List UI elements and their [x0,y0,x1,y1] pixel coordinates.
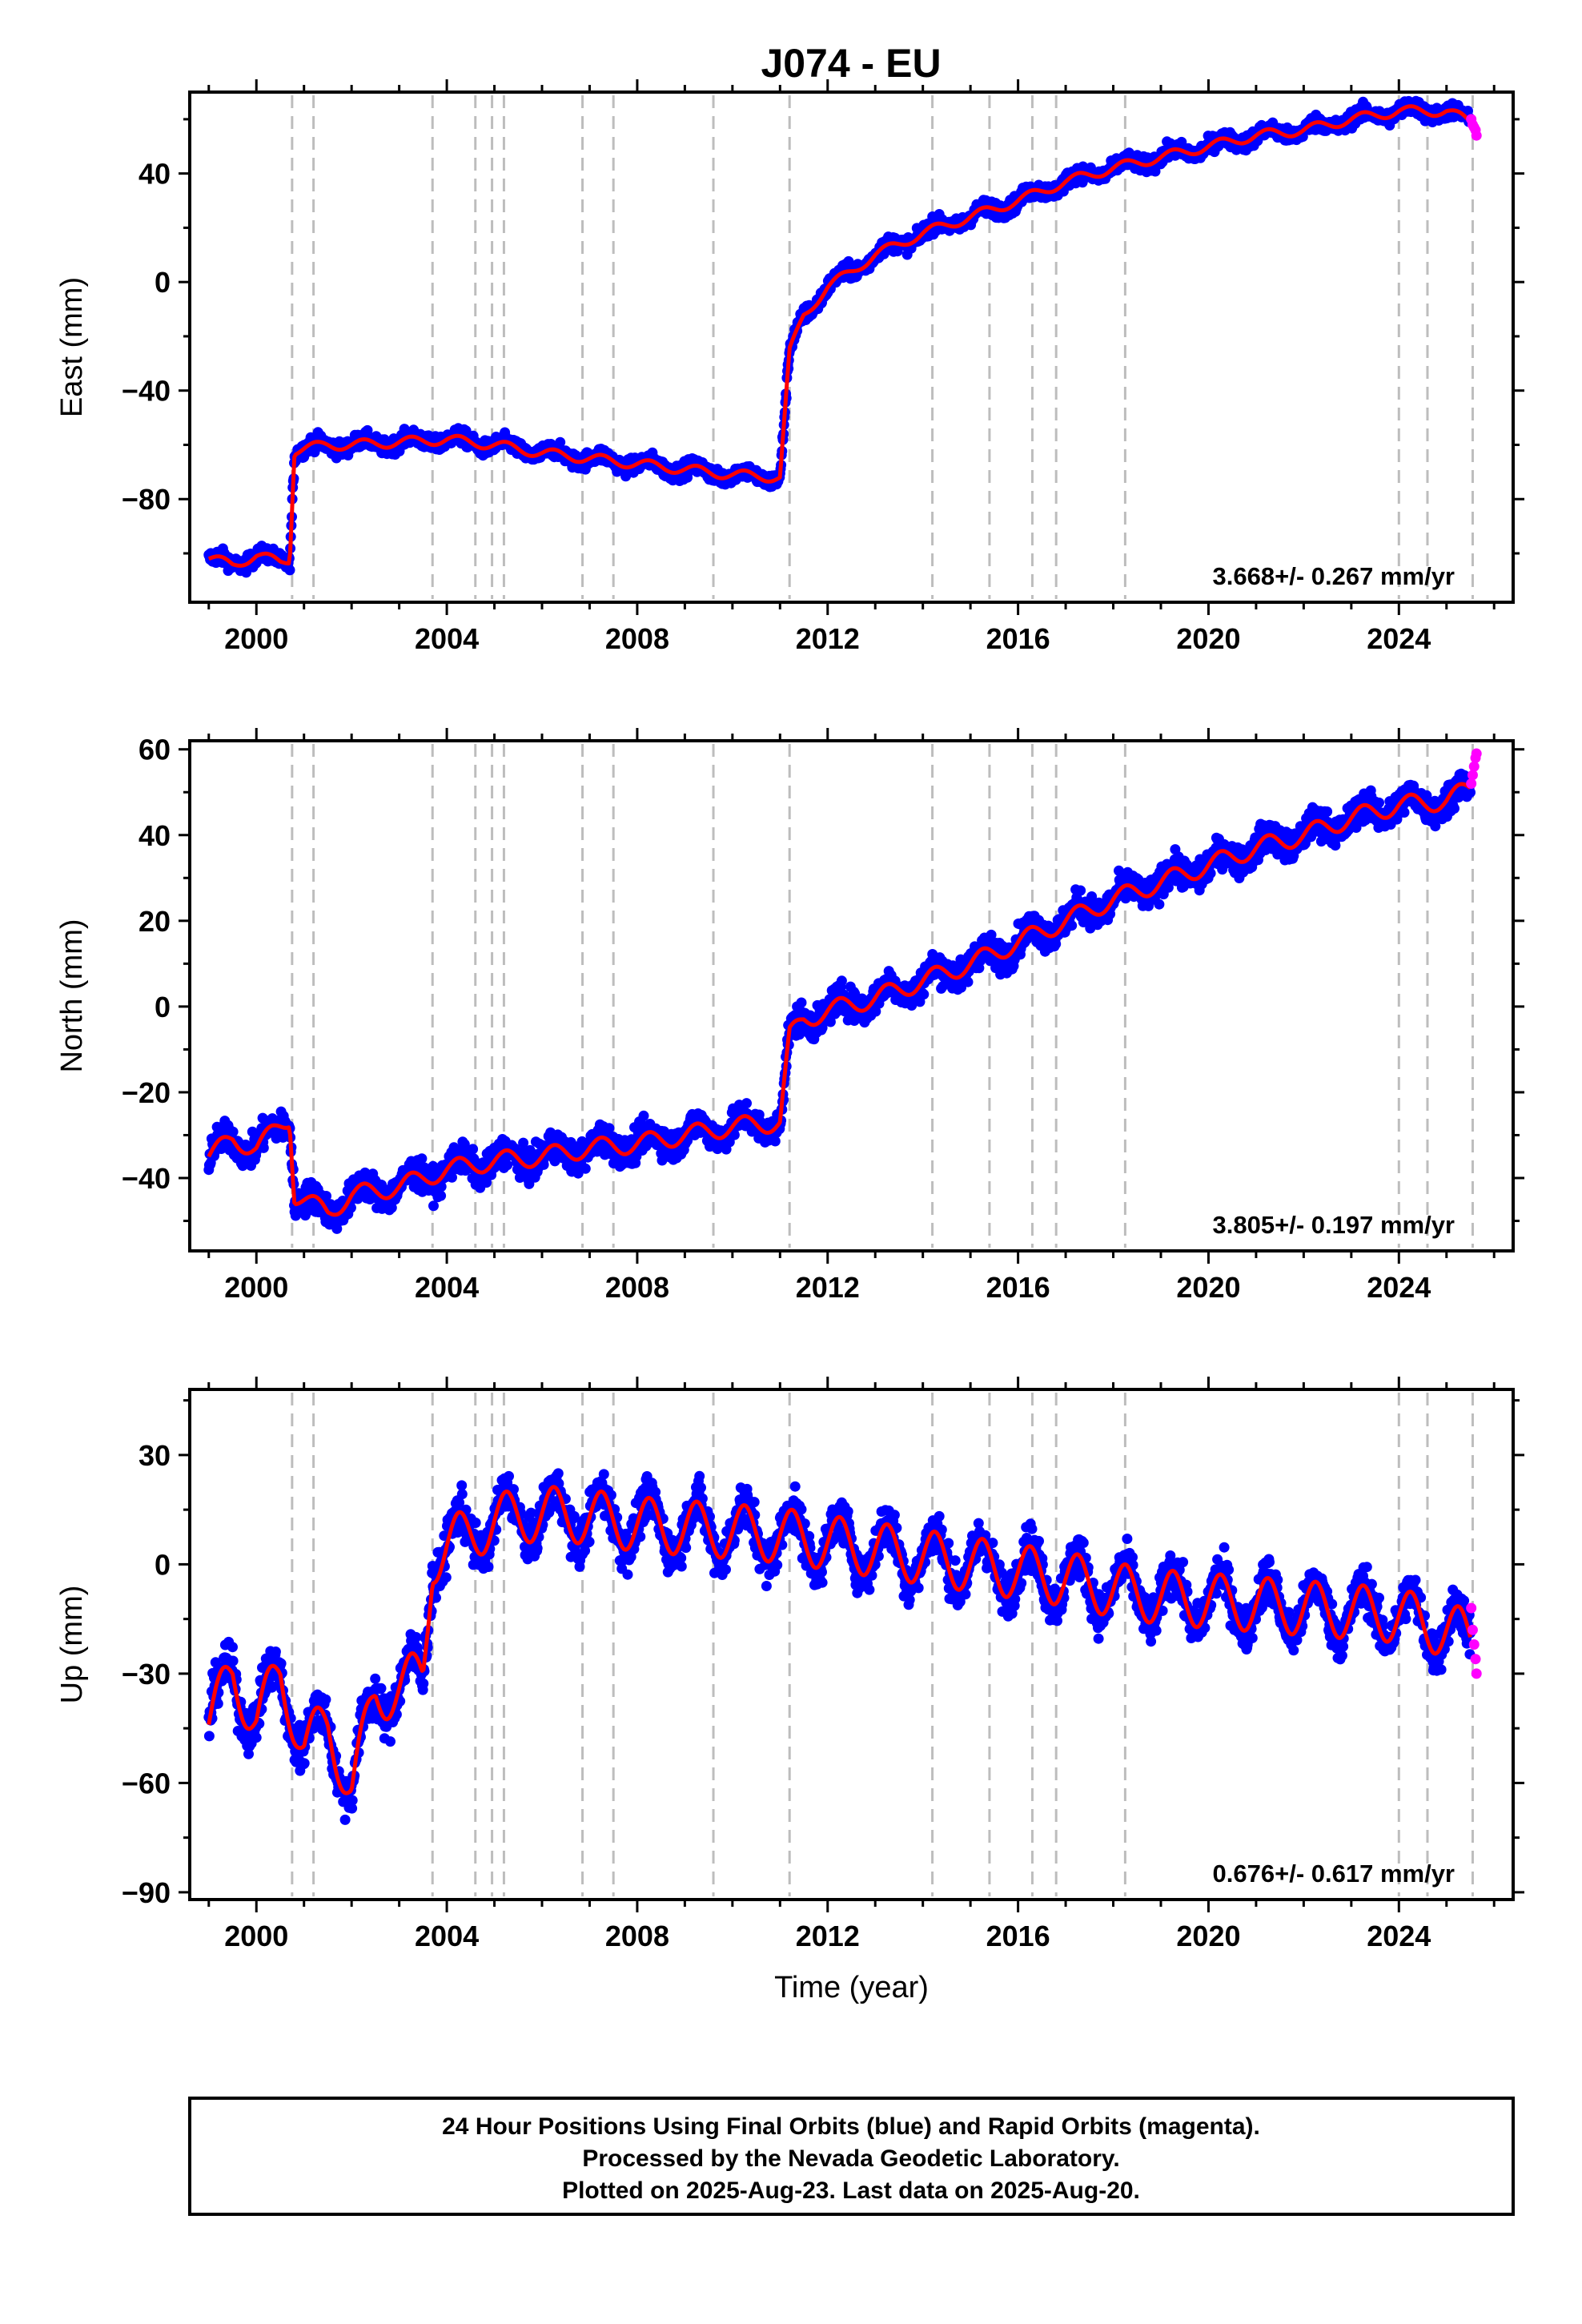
east-y-tick-label: −40 [122,375,171,408]
north-data-point [502,1160,513,1171]
east-y-tick-label: −80 [122,483,171,516]
east-data-point [555,436,566,448]
north-data-point [1322,806,1333,817]
north-data-point [741,1098,752,1109]
east-x-tick-label: 2000 [224,622,288,655]
east-y-axis-label: East (mm) [55,277,89,417]
page-title: J074 - EU [761,41,941,86]
east-y-tick-label: 0 [155,266,171,299]
north-data-point [1050,939,1062,950]
north-data-point [1154,899,1165,910]
north-data-point [428,1200,439,1212]
north-data-point [796,997,807,1008]
north-data-point [1075,885,1086,896]
east-x-ticks [207,79,1496,615]
north-panel: 2000 2004 2008 2012 2016 2020 20246040200−20−4… [55,728,1524,1304]
east-x-tick-label: 2008 [605,622,669,655]
north-data-point [436,1190,447,1201]
east-data-point [284,565,295,576]
north-data-point [836,975,847,987]
north-data-point [1066,920,1078,931]
north-data-point [468,1144,479,1155]
east-event-lines [291,95,1474,599]
east-rapid-orbit-points [1466,114,1482,141]
east-model-line [207,104,1472,568]
north-data-point [918,989,930,1000]
east-final-orbit-points [203,95,1476,578]
north-data-point [580,1163,591,1174]
east-x-tick-label: 2016 [986,622,1050,655]
east-plot-frame [188,90,1515,604]
north-data-point [227,1126,239,1137]
east-rate-label: 3.668+/- 0.267 mm/yr [1213,562,1455,590]
north-data-point [1330,840,1341,851]
east-x-tick-label: 2024 [1367,622,1431,655]
east-x-tick-label: 2020 [1176,622,1240,655]
north-data-point [962,976,974,987]
east-x-tick-label: 2004 [415,622,479,655]
east-x-tick-label: 2012 [796,622,860,655]
north-data-point [638,1110,649,1121]
north-data-point [416,1153,428,1164]
north-final-orbit-points [203,768,1476,1234]
east-y-tick-label: 40 [139,158,171,191]
east-panel: 2000 2004 2008 2012 2016 2020 2024 40 0 −40 −80 Eas… [55,79,1524,655]
east-rapid-point [1471,130,1482,141]
